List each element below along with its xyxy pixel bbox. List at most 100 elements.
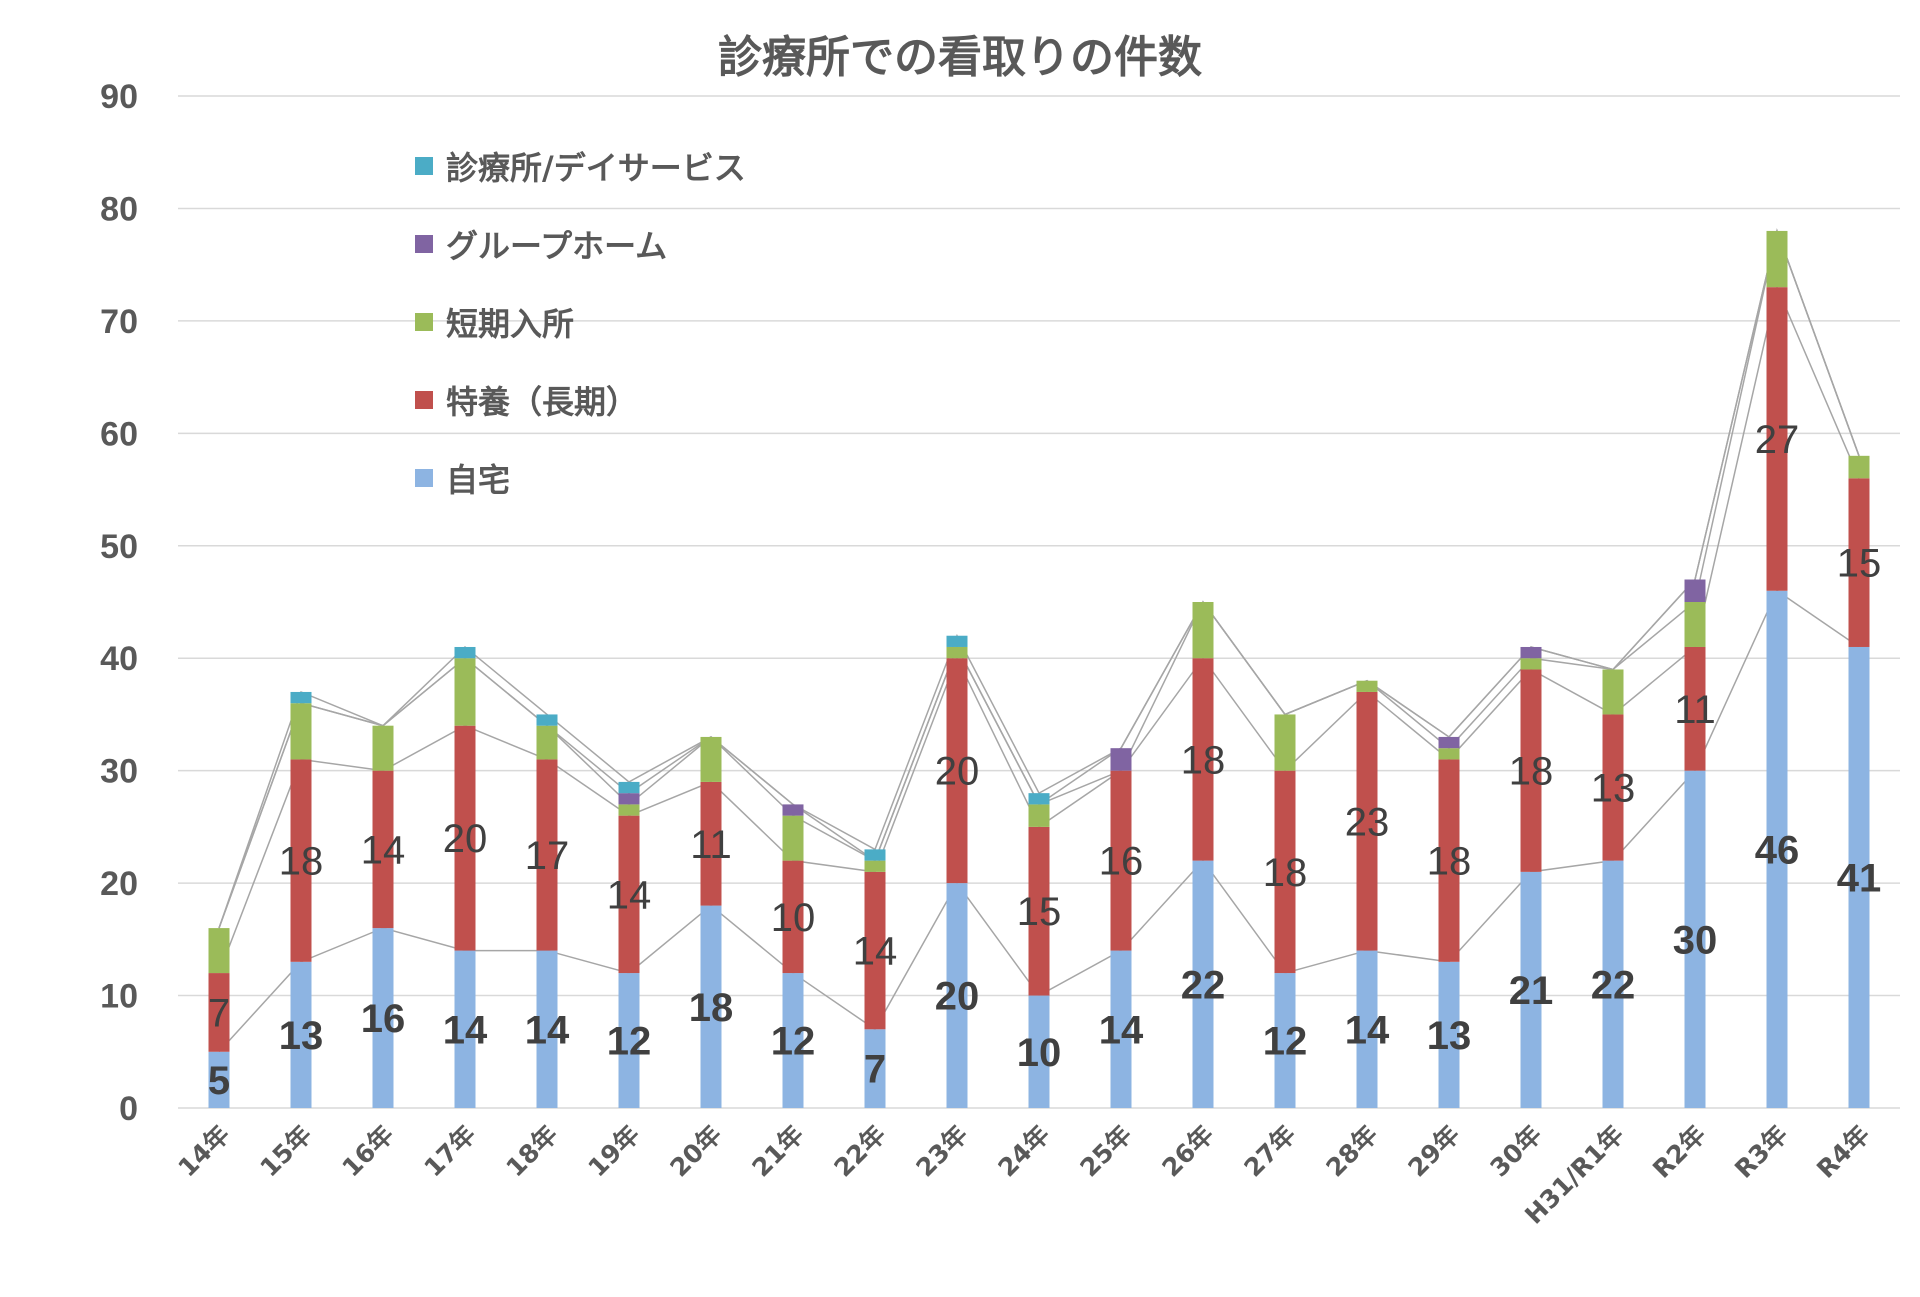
bar-segment <box>946 635 968 647</box>
data-label: 22 <box>1181 963 1226 1007</box>
bar-segment <box>1110 748 1132 771</box>
data-label: 14 <box>1099 1008 1144 1052</box>
x-tick-label: 25年 <box>1074 1120 1137 1183</box>
bar-segment <box>290 961 312 1108</box>
legend-swatch <box>415 469 433 487</box>
bar-segment <box>1356 680 1378 692</box>
data-label: 11 <box>1674 688 1716 732</box>
x-tick-label: R3年 <box>1729 1120 1793 1184</box>
bar-segment <box>1602 860 1624 1108</box>
x-tick-label: 30年 <box>1484 1120 1547 1183</box>
data-label: 14 <box>853 930 898 974</box>
legend-label: 短期入所 <box>446 305 574 343</box>
bar-segment <box>1192 860 1214 1108</box>
data-label: 17 <box>525 834 570 878</box>
data-label: 18 <box>1263 851 1308 895</box>
bar-segment <box>1848 478 1870 647</box>
bar-segment <box>1438 961 1460 1108</box>
x-tick-label: 20年 <box>664 1120 727 1183</box>
data-label: 14 <box>443 1008 488 1052</box>
x-tick-label: 19年 <box>582 1120 645 1183</box>
bar-segment <box>1520 669 1542 872</box>
bar-segment <box>946 658 968 884</box>
x-tick-label: 21年 <box>746 1120 809 1183</box>
bar-segment <box>1520 871 1542 1108</box>
bar-segment <box>1028 826 1050 996</box>
bar-segment <box>536 725 558 760</box>
bar-segment <box>1274 714 1296 771</box>
legend-swatch <box>415 313 433 331</box>
x-tick-label: 15年 <box>254 1120 317 1183</box>
bar-segment <box>1274 973 1296 1108</box>
x-tick-label: 24年 <box>992 1120 1055 1183</box>
bar-segment <box>1028 793 1050 805</box>
bar-segment <box>864 1029 886 1108</box>
bar-segment <box>1684 646 1706 771</box>
legend-label: 特養（長期） <box>446 383 638 421</box>
bar-segment <box>1766 287 1788 591</box>
bar-segment <box>372 725 394 771</box>
data-label: 23 <box>1345 800 1390 844</box>
data-label: 5 <box>208 1059 230 1103</box>
bar-segment <box>782 860 804 974</box>
bars <box>208 230 1870 1108</box>
data-label: 13 <box>1427 1014 1472 1058</box>
bar-segment <box>1274 770 1296 974</box>
bar-segment <box>1028 995 1050 1108</box>
bar-segment <box>1766 590 1788 1108</box>
chart-title: 診療所での看取りの件数 <box>718 32 1202 83</box>
y-tick-label: 40 <box>100 640 138 678</box>
data-label: 10 <box>771 896 816 940</box>
data-label: 10 <box>1017 1031 1062 1075</box>
data-label: 16 <box>1099 840 1144 884</box>
data-label: 13 <box>279 1014 324 1058</box>
y-tick-label: 90 <box>100 78 138 116</box>
bar-segment <box>454 646 476 659</box>
bar-segment <box>1438 748 1460 760</box>
bar-segment <box>864 871 886 1030</box>
bar-segment <box>1192 602 1214 659</box>
bar-segment <box>372 770 394 929</box>
bar-segment <box>618 815 640 974</box>
data-label: 30 <box>1673 918 1718 962</box>
data-labels: 5 13 16 14 14 12 18 12 7 20 10 14 22 12 14 13 21 22 30 46 41… <box>208 418 1881 1103</box>
bar-segment <box>372 928 394 1108</box>
data-label: 14 <box>1345 1008 1390 1052</box>
y-tick-label: 0 <box>119 1090 138 1128</box>
x-tick-label: 16年 <box>336 1120 399 1183</box>
bar-segment <box>290 759 312 962</box>
x-axis-ticks: 14年 15年 16年 17年 18年 19年 20年 21年 22年 23年 24年 25年 26年 2… <box>172 1120 1875 1230</box>
data-label: 46 <box>1755 828 1800 872</box>
bar-segment <box>454 950 476 1108</box>
data-label: 22 <box>1591 963 1636 1007</box>
bar-segment <box>290 691 312 704</box>
x-tick-label: 27年 <box>1238 1120 1301 1183</box>
bar-segment <box>864 860 886 872</box>
bar-segment <box>1684 602 1706 647</box>
data-label: 20 <box>443 817 488 861</box>
bar-segment <box>1602 714 1624 861</box>
bar-segment <box>946 646 968 659</box>
y-tick-label: 20 <box>100 865 138 903</box>
data-label: 7 <box>208 991 230 1035</box>
y-tick-label: 70 <box>100 303 138 341</box>
x-tick-label: 17年 <box>418 1120 481 1183</box>
bar-segment <box>864 849 886 861</box>
data-label: 18 <box>1181 738 1226 782</box>
bar-segment <box>1848 646 1870 1108</box>
legend-label: 自宅 <box>446 461 510 499</box>
bar-segment <box>700 781 722 906</box>
bar-segment <box>454 725 476 951</box>
data-label: 20 <box>935 750 980 794</box>
bar-segment <box>1602 669 1624 715</box>
bar-segment <box>1848 455 1870 479</box>
bar-segment <box>208 1051 230 1108</box>
bar-segment <box>618 781 640 794</box>
bar-segment <box>290 703 312 760</box>
bar-segment <box>782 804 804 816</box>
data-label: 14 <box>525 1008 570 1052</box>
y-tick-label: 80 <box>100 190 138 228</box>
bar-segment <box>1356 950 1378 1108</box>
